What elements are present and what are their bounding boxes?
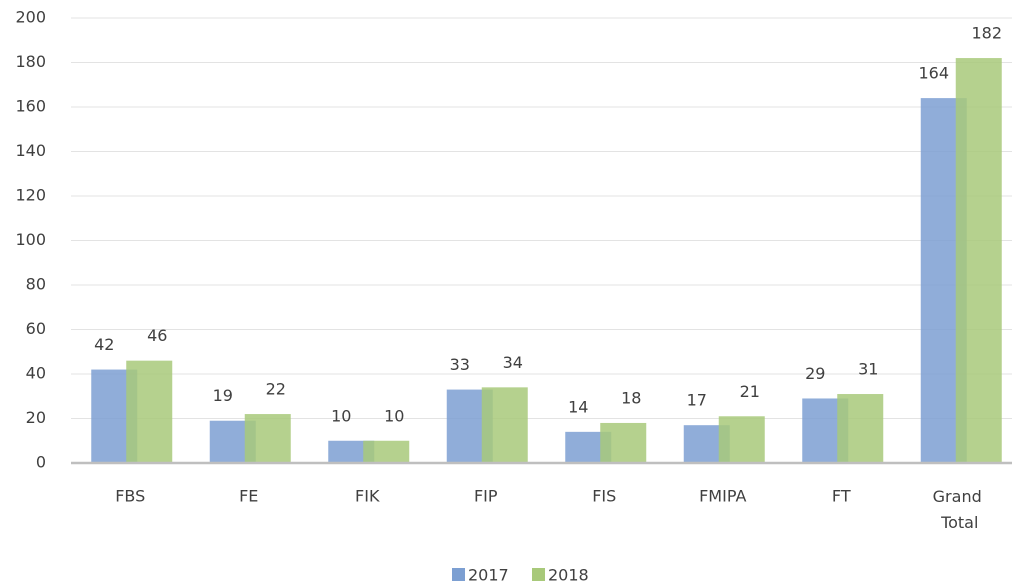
y-tick-label: 160 — [15, 97, 46, 116]
data-label: 10 — [384, 406, 404, 425]
x-tick-label: FIK — [355, 487, 380, 506]
data-label: 46 — [147, 326, 167, 345]
y-tick-label: 0 — [36, 453, 46, 472]
bar — [955, 58, 1002, 464]
data-label: 10 — [331, 406, 351, 425]
bar — [481, 387, 528, 463]
legend-swatch — [532, 568, 545, 581]
legend-swatch — [452, 568, 465, 581]
x-tick-label: FT — [832, 487, 851, 506]
y-tick-label: 120 — [15, 186, 46, 205]
data-label: 42 — [94, 335, 114, 354]
y-tick-label: 60 — [26, 319, 46, 338]
legend-label: 2017 — [468, 566, 509, 585]
x-tick-label: FMIPA — [699, 487, 746, 506]
data-label: 31 — [858, 360, 878, 379]
data-label: 18 — [621, 388, 641, 407]
legend-label: 2018 — [548, 566, 589, 585]
data-label: 22 — [266, 380, 286, 399]
bar — [837, 394, 884, 463]
x-tick-label: Grand Total — [933, 487, 987, 532]
x-tick-label: FIS — [592, 487, 616, 506]
bar — [718, 416, 765, 463]
x-tick-label: FBS — [115, 487, 145, 506]
data-label: 164 — [918, 64, 949, 83]
y-tick-label: 180 — [15, 52, 46, 71]
y-tick-label: 100 — [15, 230, 46, 249]
bar — [126, 360, 173, 463]
y-tick-label: 140 — [15, 141, 46, 160]
data-label: 14 — [568, 397, 588, 416]
y-tick-label: 40 — [26, 364, 46, 383]
bar — [244, 414, 291, 463]
y-tick-label: 20 — [26, 408, 46, 427]
x-tick-label: FE — [239, 487, 258, 506]
data-label: 19 — [213, 386, 233, 405]
x-tick-label: FIP — [474, 487, 498, 506]
data-label: 33 — [450, 355, 470, 374]
data-label: 182 — [971, 24, 1002, 43]
y-tick-label: 80 — [26, 275, 46, 294]
bar — [363, 440, 410, 463]
data-label: 17 — [687, 391, 707, 410]
data-label: 34 — [503, 353, 523, 372]
data-label: 21 — [740, 382, 760, 401]
data-label: 29 — [805, 364, 825, 383]
bar — [600, 422, 647, 463]
y-tick-label: 200 — [15, 8, 46, 27]
bar — [328, 440, 375, 463]
